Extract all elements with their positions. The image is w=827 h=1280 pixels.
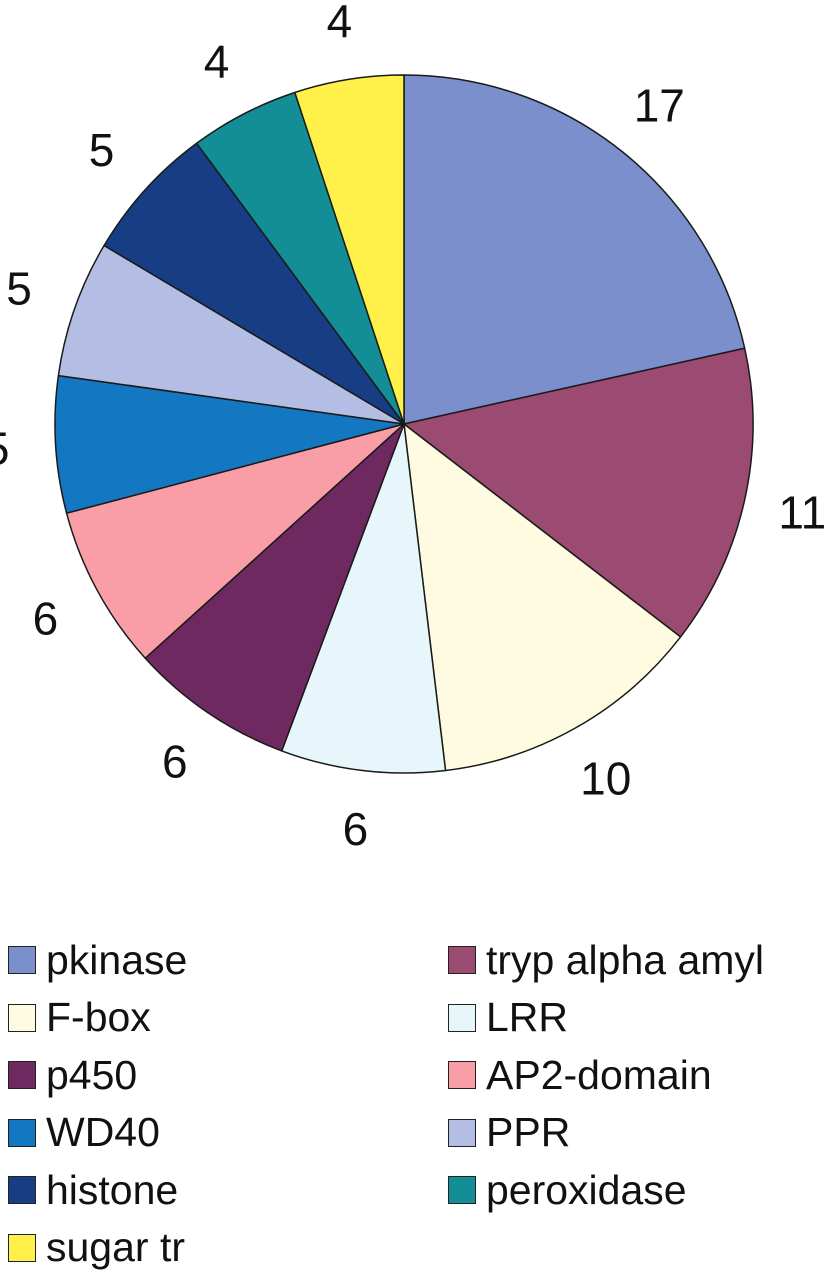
pie-slice-f-box bbox=[403, 423, 682, 772]
legend-swatch-histone bbox=[8, 1176, 36, 1204]
pie-slices bbox=[54, 74, 754, 774]
value-label-sugar-tr: 4 bbox=[327, 0, 353, 47]
legend-swatch-wd40 bbox=[8, 1118, 36, 1147]
legend-item-p450: p450 bbox=[8, 1050, 137, 1100]
value-label-histone: 5 bbox=[89, 124, 115, 176]
legend-item-f-box: F-box bbox=[8, 993, 151, 1043]
value-label-peroxidase: 4 bbox=[204, 36, 230, 88]
pie-slice-sugar-tr bbox=[294, 74, 405, 425]
value-label-tryp-alpha-amyl: 11 bbox=[778, 487, 826, 539]
pie-slice-tryp-alpha-amyl bbox=[403, 347, 754, 638]
pie-slice-wd40 bbox=[54, 374, 405, 514]
legend-swatch-sugar-tr bbox=[8, 1233, 36, 1262]
legend-item-ap2-domain: AP2-domain bbox=[448, 1050, 712, 1100]
legend-item-pkinase: pkinase bbox=[8, 935, 187, 985]
value-label-lrr: 6 bbox=[343, 803, 369, 855]
value-label-wd40: 5 bbox=[0, 422, 9, 474]
value-label-f-box: 10 bbox=[580, 753, 631, 805]
pie-slice-pkinase bbox=[403, 74, 746, 425]
value-label-p450: 6 bbox=[162, 736, 188, 788]
value-label-ap2-domain: 6 bbox=[33, 593, 59, 645]
legend-item-lrr: LRR bbox=[448, 993, 568, 1043]
legend-label-sugar-tr: sugar tr bbox=[46, 1224, 185, 1270]
legend-swatch-p450 bbox=[8, 1061, 36, 1089]
pie-slice-histone bbox=[103, 142, 405, 425]
legend-label-tryp-alpha-amyl: tryp alpha amyl bbox=[486, 936, 765, 983]
legend-label-ap2-domain: AP2-domain bbox=[486, 1051, 712, 1098]
legend-swatch-peroxidase bbox=[448, 1176, 476, 1204]
legend: pkinase F-box p450 WD40 histone sugar tr tryp … bbox=[0, 935, 827, 1275]
legend-label-lrr: LRR bbox=[486, 994, 569, 1040]
legend-item-histone: histone bbox=[8, 1165, 178, 1215]
pie-slice-ap2-domain bbox=[65, 423, 405, 659]
legend-swatch-ppr bbox=[448, 1118, 476, 1147]
legend-label-peroxidase: peroxidase bbox=[486, 1166, 687, 1213]
legend-swatch-pkinase bbox=[8, 946, 36, 974]
legend-label-p450: p450 bbox=[46, 1051, 138, 1098]
legend-label-ppr: PPR bbox=[486, 1109, 571, 1155]
legend-label-histone: histone bbox=[46, 1166, 179, 1213]
legend-item-sugar-tr: sugar tr bbox=[8, 1223, 185, 1273]
legend-item-ppr: PPR bbox=[448, 1108, 570, 1158]
legend-item-tryp-alpha-amyl: tryp alpha amyl bbox=[448, 935, 764, 985]
pie-slice-ppr bbox=[57, 244, 405, 425]
legend-label-f-box: F-box bbox=[46, 994, 151, 1040]
legend-swatch-f-box bbox=[8, 1003, 36, 1032]
pie-value-labels: 17 11 10 6 6 6 5 5 5 4 4 bbox=[0, 0, 826, 855]
legend-label-wd40: WD40 bbox=[46, 1109, 160, 1155]
legend-swatch-tryp-alpha-amyl bbox=[448, 946, 476, 974]
legend-item-peroxidase: peroxidase bbox=[448, 1165, 687, 1215]
value-label-pkinase: 17 bbox=[634, 80, 685, 132]
legend-swatch-ap2-domain bbox=[448, 1061, 476, 1089]
pie-slice-lrr bbox=[280, 423, 447, 774]
pie-chart: 17 11 10 6 6 6 5 5 5 4 4 bbox=[0, 0, 826, 855]
value-label-ppr: 5 bbox=[6, 263, 32, 315]
legend-label-pkinase: pkinase bbox=[46, 936, 188, 983]
pie-slice-p450 bbox=[144, 423, 405, 752]
legend-item-wd40: WD40 bbox=[8, 1108, 160, 1158]
legend-swatch-lrr bbox=[448, 1003, 476, 1032]
